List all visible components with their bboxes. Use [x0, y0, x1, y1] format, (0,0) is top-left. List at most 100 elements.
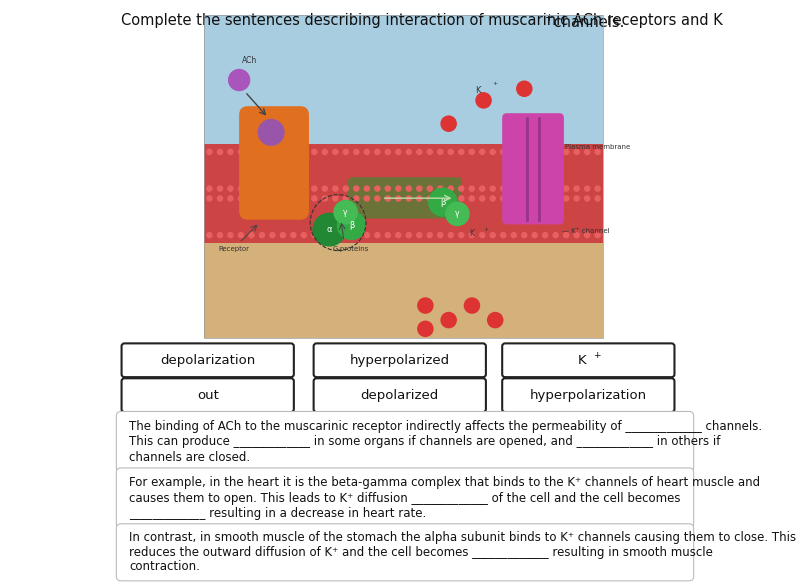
Circle shape [364, 196, 369, 201]
Circle shape [446, 203, 469, 226]
Text: K: K [578, 354, 586, 367]
Circle shape [501, 196, 505, 201]
Circle shape [574, 186, 579, 191]
Circle shape [334, 200, 357, 223]
Text: depolarization: depolarization [160, 354, 255, 367]
Circle shape [522, 150, 526, 154]
FancyBboxPatch shape [122, 343, 294, 377]
Circle shape [448, 186, 454, 191]
Circle shape [418, 321, 433, 336]
Circle shape [259, 186, 265, 191]
Circle shape [595, 150, 600, 154]
Circle shape [249, 196, 254, 201]
Circle shape [574, 233, 579, 237]
Circle shape [469, 186, 475, 191]
Circle shape [469, 196, 475, 201]
Circle shape [427, 186, 433, 191]
Circle shape [322, 233, 327, 237]
Circle shape [585, 196, 590, 201]
Text: α: α [326, 225, 332, 234]
Circle shape [428, 189, 457, 217]
Circle shape [416, 186, 422, 191]
Circle shape [386, 186, 390, 191]
Circle shape [480, 196, 485, 201]
Circle shape [437, 150, 443, 154]
Text: For example, in the heart it is the beta-gamma complex that binds to the K⁺ chan: For example, in the heart it is the beta… [129, 476, 761, 489]
Circle shape [553, 150, 558, 154]
Circle shape [480, 150, 485, 154]
FancyBboxPatch shape [117, 468, 693, 528]
Circle shape [511, 196, 516, 201]
Text: hyperpolarization: hyperpolarization [530, 389, 647, 402]
Text: The binding of ACh to the muscarinic receptor indirectly affects the permeabilit: The binding of ACh to the muscarinic rec… [129, 420, 762, 433]
Circle shape [228, 233, 233, 237]
FancyBboxPatch shape [502, 113, 564, 225]
Circle shape [564, 186, 569, 191]
Circle shape [458, 233, 464, 237]
FancyBboxPatch shape [122, 378, 294, 412]
Circle shape [543, 186, 548, 191]
Circle shape [228, 186, 233, 191]
Circle shape [338, 212, 365, 240]
Circle shape [312, 186, 317, 191]
Circle shape [217, 150, 223, 154]
Circle shape [249, 233, 254, 237]
Circle shape [333, 186, 338, 191]
Circle shape [448, 233, 454, 237]
Circle shape [343, 233, 348, 237]
Circle shape [259, 233, 265, 237]
FancyBboxPatch shape [313, 343, 486, 377]
Circle shape [313, 214, 346, 246]
Circle shape [364, 233, 369, 237]
Text: This can produce _____________ in some organs if channels are opened, and ______: This can produce _____________ in some o… [129, 435, 721, 448]
Circle shape [238, 186, 244, 191]
Circle shape [448, 150, 454, 154]
FancyBboxPatch shape [117, 524, 693, 581]
Circle shape [238, 233, 244, 237]
Circle shape [448, 196, 454, 201]
Circle shape [490, 196, 495, 201]
Text: Plasma membrane: Plasma membrane [565, 144, 630, 150]
Circle shape [291, 150, 296, 154]
Circle shape [354, 150, 359, 154]
Circle shape [375, 233, 380, 237]
Circle shape [217, 196, 223, 201]
Circle shape [532, 196, 537, 201]
Circle shape [259, 196, 265, 201]
Text: +: + [545, 13, 554, 23]
Circle shape [217, 186, 223, 191]
Text: _____________ resulting in a decrease in heart rate.: _____________ resulting in a decrease in… [129, 507, 426, 520]
Circle shape [301, 196, 306, 201]
Circle shape [437, 233, 443, 237]
Text: β: β [349, 221, 354, 230]
Circle shape [375, 196, 380, 201]
Circle shape [354, 233, 359, 237]
Text: contraction.: contraction. [129, 560, 200, 573]
Circle shape [437, 196, 443, 201]
Circle shape [375, 186, 380, 191]
Circle shape [249, 150, 254, 154]
Circle shape [333, 150, 338, 154]
FancyBboxPatch shape [502, 378, 675, 412]
Circle shape [469, 150, 475, 154]
Circle shape [207, 196, 212, 201]
Circle shape [490, 150, 495, 154]
Circle shape [543, 233, 548, 237]
Circle shape [458, 196, 464, 201]
Circle shape [437, 186, 443, 191]
Circle shape [532, 233, 537, 237]
Circle shape [207, 150, 212, 154]
Circle shape [490, 186, 495, 191]
FancyBboxPatch shape [348, 177, 462, 219]
Circle shape [543, 150, 548, 154]
FancyBboxPatch shape [313, 378, 486, 412]
Circle shape [564, 233, 569, 237]
Text: γ: γ [455, 210, 459, 218]
Circle shape [416, 150, 422, 154]
Circle shape [280, 150, 285, 154]
Circle shape [228, 196, 233, 201]
Circle shape [458, 186, 464, 191]
Text: causes them to open. This leads to K⁺ diffusion _____________ of the cell and th: causes them to open. This leads to K⁺ di… [129, 492, 680, 505]
Circle shape [280, 196, 285, 201]
Circle shape [270, 196, 275, 201]
